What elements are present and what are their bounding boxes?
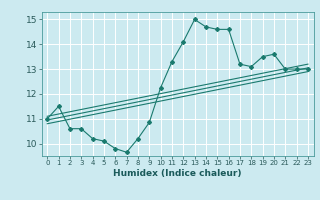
X-axis label: Humidex (Indice chaleur): Humidex (Indice chaleur) xyxy=(113,169,242,178)
